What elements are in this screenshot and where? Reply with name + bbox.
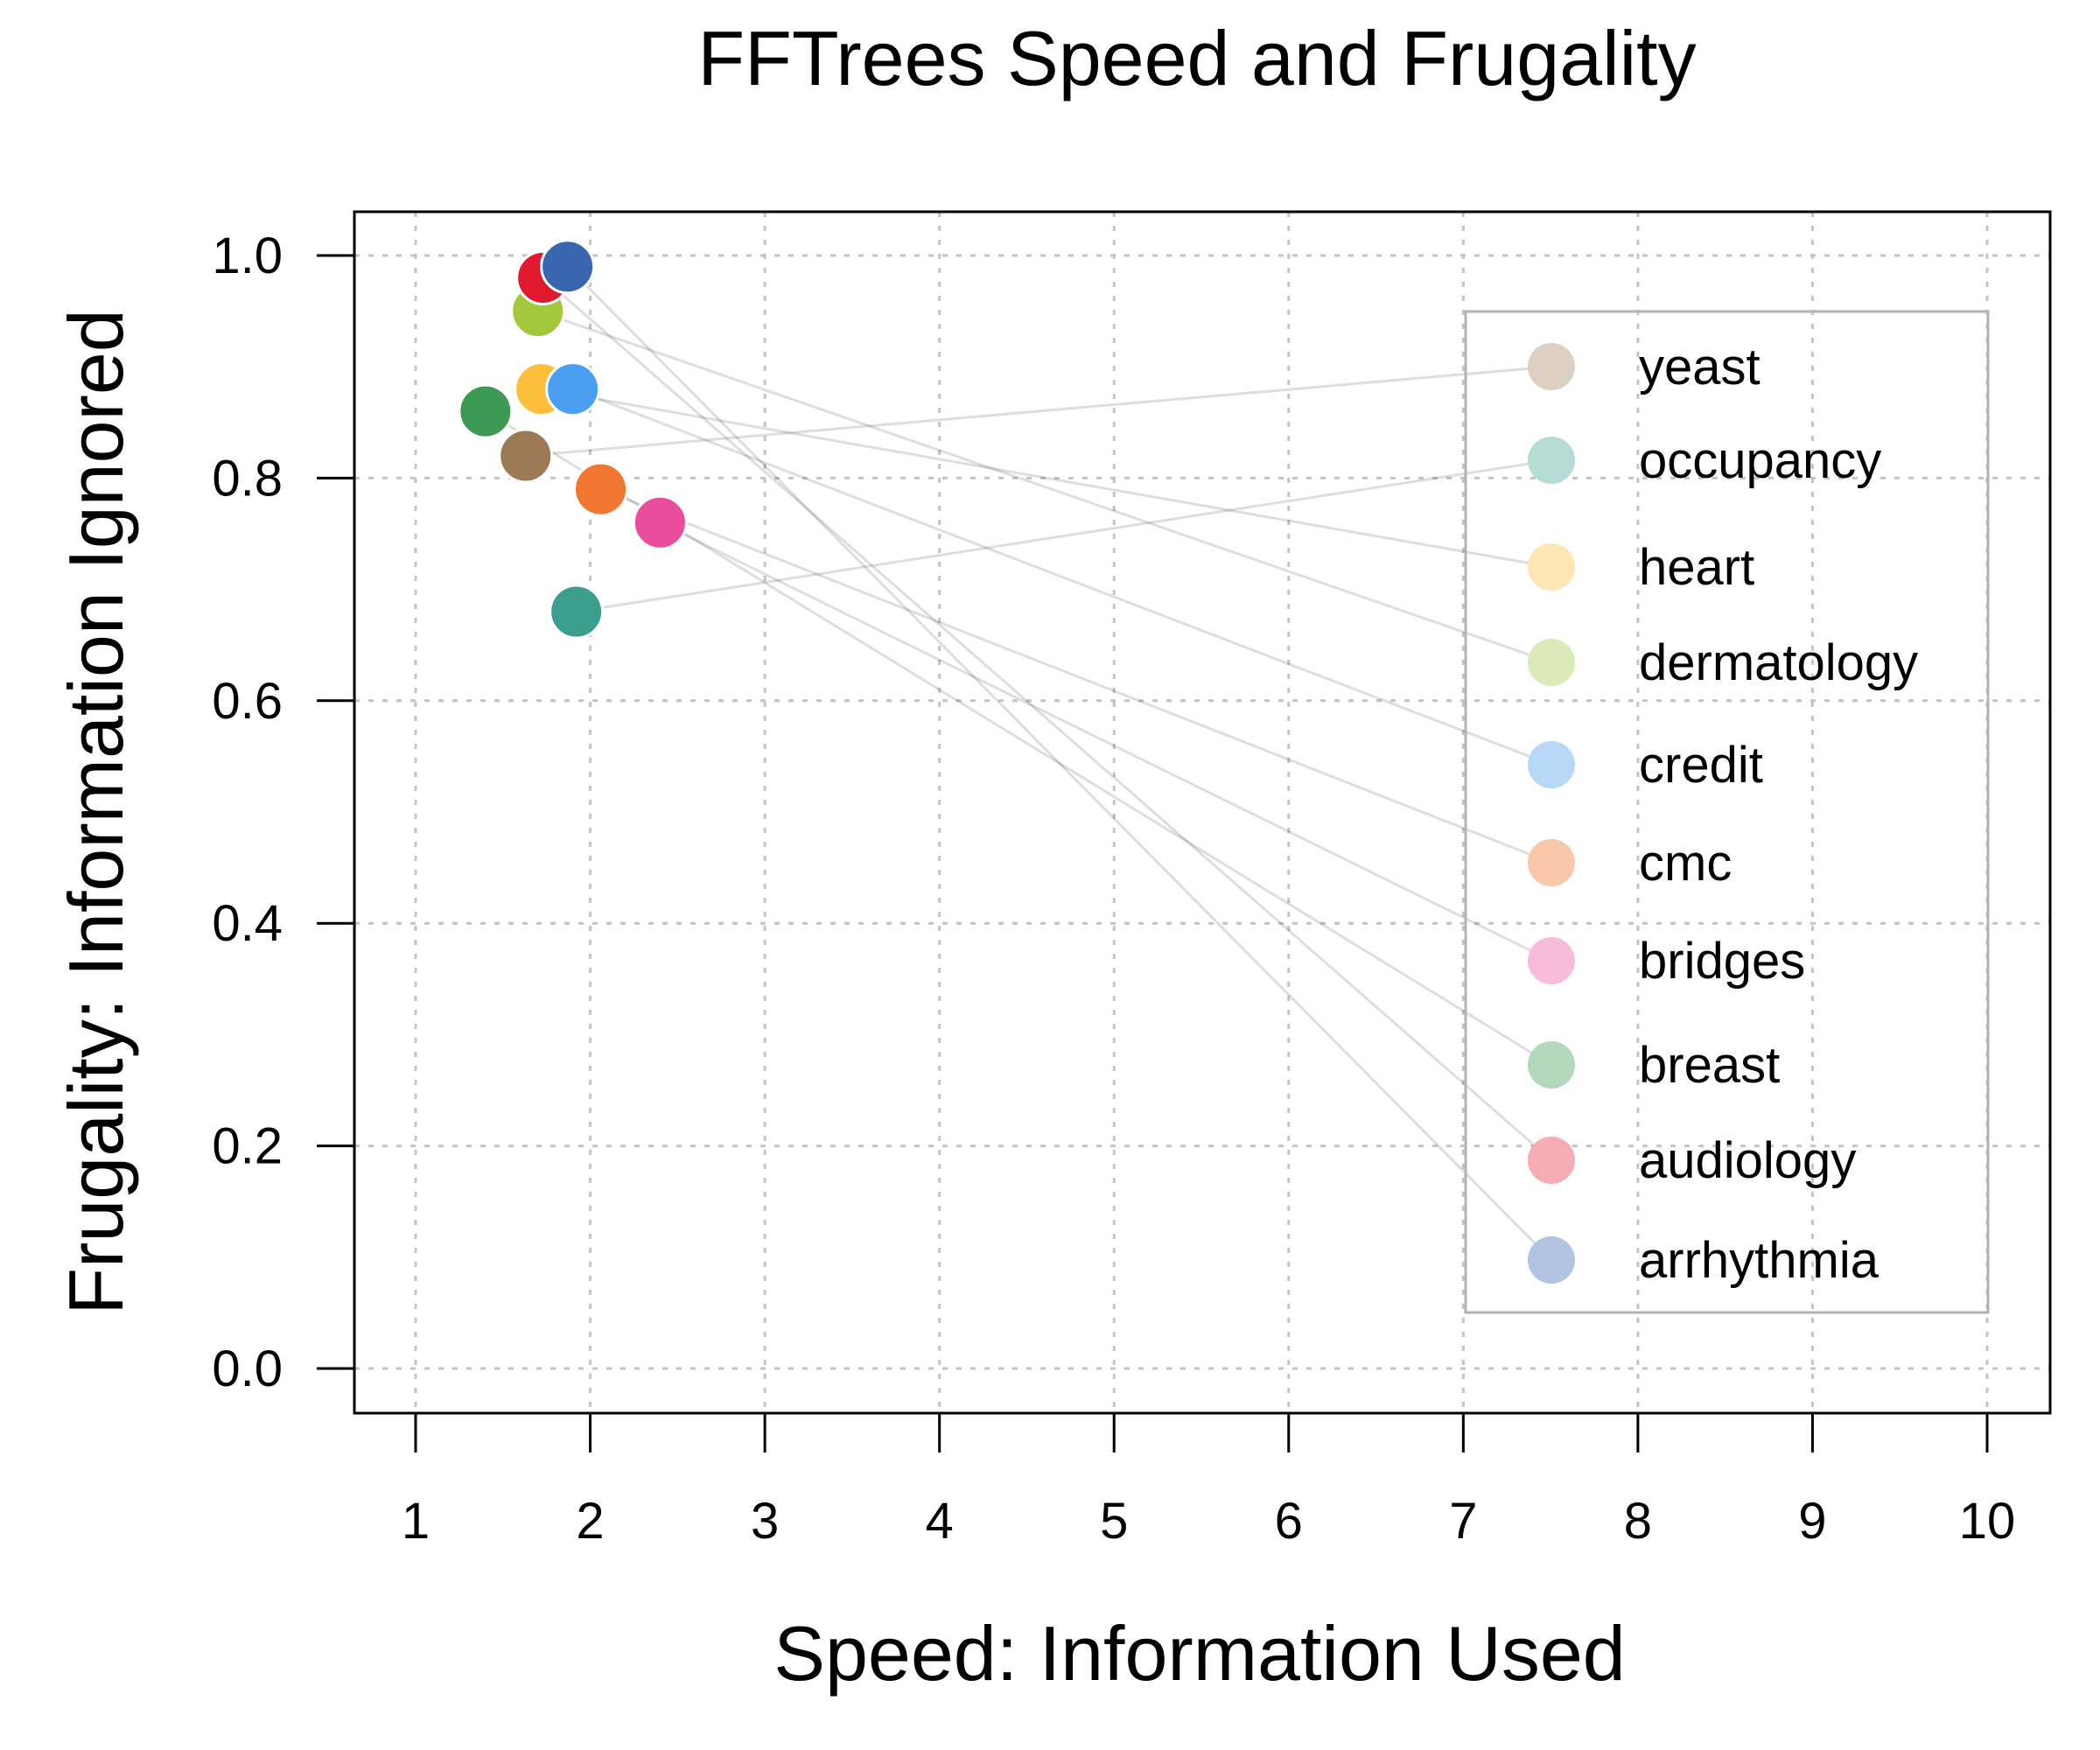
x-tick-label: 8 bbox=[1624, 1493, 1652, 1550]
y-tick-label: 0.4 bbox=[212, 895, 283, 952]
connector-line-yeast bbox=[525, 365, 1552, 458]
legend-box bbox=[1464, 310, 1990, 1314]
legend-marker-arrhythmia bbox=[1528, 1236, 1575, 1284]
data-point-yeast bbox=[498, 428, 554, 484]
y-axis-label: Frugality: Information Ignored bbox=[52, 309, 139, 1314]
x-tick-label: 2 bbox=[576, 1493, 604, 1550]
connector-line-heart bbox=[541, 388, 1552, 569]
connector-line-audiology bbox=[542, 276, 1552, 1162]
y-tick-label: 0.0 bbox=[212, 1340, 283, 1397]
connector-line-arrhythmia bbox=[566, 265, 1553, 1262]
connector-line-cmc bbox=[599, 487, 1552, 864]
x-axis: 1 2 3 4 5 6 7 8 9 10 bbox=[402, 1411, 2016, 1550]
chart-title: FFTrees Speed and Frugality bbox=[697, 15, 1696, 102]
x-tick-label: 9 bbox=[1798, 1493, 1826, 1550]
x-axis-label: Speed: Information Used bbox=[774, 1610, 1625, 1697]
legend-marker-occupancy bbox=[1528, 437, 1575, 484]
connector-line-occupancy bbox=[576, 458, 1552, 613]
x-tick-label: 3 bbox=[751, 1493, 779, 1550]
x-tick-label: 4 bbox=[926, 1493, 954, 1550]
x-tick-label: 7 bbox=[1449, 1493, 1477, 1550]
data-point-bridges bbox=[632, 494, 688, 550]
legend-marker-bridges bbox=[1528, 937, 1575, 984]
legend-label-cmc: cmc bbox=[1639, 835, 1732, 892]
legend-label-occupancy: occupancy bbox=[1639, 432, 1881, 489]
legend-marker-dermatology bbox=[1528, 639, 1575, 686]
legend-label-audiology: audiology bbox=[1639, 1132, 1856, 1189]
x-tick-label: 5 bbox=[1100, 1493, 1128, 1550]
legend-marker-breast bbox=[1528, 1041, 1575, 1088]
data-point-credit bbox=[545, 361, 601, 417]
y-tick-label: 0.8 bbox=[212, 450, 283, 507]
x-tick-label: 10 bbox=[1959, 1493, 2016, 1550]
legend-marker-heart bbox=[1528, 543, 1575, 591]
y-tick-label: 1.0 bbox=[212, 228, 283, 284]
connector-line-bridges bbox=[659, 521, 1552, 962]
data-points bbox=[458, 239, 688, 640]
legend-label-heart: heart bbox=[1639, 539, 1754, 596]
x-tick-label: 6 bbox=[1275, 1493, 1303, 1550]
connector-line-dermatology bbox=[537, 310, 1552, 664]
data-point-cmc bbox=[573, 461, 629, 517]
legend-marker-yeast bbox=[1528, 343, 1575, 390]
legend-label-breast: breast bbox=[1639, 1037, 1780, 1094]
legend-label-credit: credit bbox=[1639, 737, 1763, 794]
legend-marker-credit bbox=[1528, 741, 1575, 788]
data-point-occupancy bbox=[549, 584, 605, 640]
connector-lines bbox=[485, 265, 1553, 1262]
data-point-arrhythmia bbox=[540, 239, 596, 295]
legend-label-bridges: bridges bbox=[1639, 933, 1805, 990]
data-point-breast bbox=[458, 383, 514, 439]
legend-marker-audiology bbox=[1528, 1137, 1575, 1184]
legend-label-arrhythmia: arrhythmia bbox=[1639, 1232, 1880, 1289]
legend-label-yeast: yeast bbox=[1639, 339, 1760, 396]
x-tick-label: 1 bbox=[402, 1493, 430, 1550]
legend-marker-cmc bbox=[1528, 839, 1575, 886]
legend-label-dermatology: dermatology bbox=[1639, 634, 1918, 691]
legend: yeast occupancy heart dermatology credit cmc b… bbox=[1528, 339, 1918, 1289]
y-tick-label: 0.2 bbox=[212, 1118, 283, 1175]
connector-line-credit bbox=[572, 388, 1552, 766]
y-tick-label: 0.6 bbox=[212, 673, 283, 730]
